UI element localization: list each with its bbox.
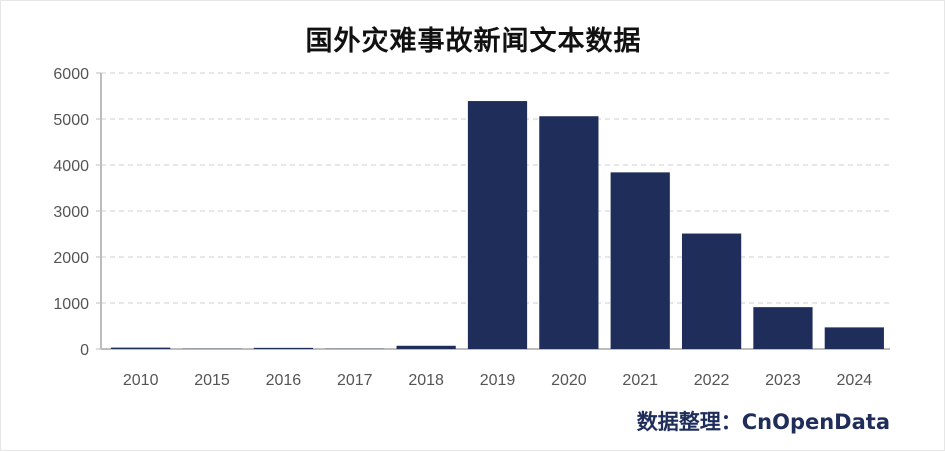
bar — [539, 116, 598, 349]
bar — [753, 307, 812, 349]
source-credit: 数据整理：CnOpenData — [637, 406, 890, 436]
x-tick-label: 2017 — [337, 372, 373, 389]
x-tick-label: 2010 — [123, 372, 159, 389]
x-tick-label: 2015 — [194, 372, 230, 389]
y-tick-label: 0 — [80, 342, 89, 359]
bar — [825, 327, 884, 349]
y-tick-label: 1000 — [53, 296, 89, 313]
x-tick-label: 2019 — [480, 372, 516, 389]
bar — [397, 346, 456, 349]
bar — [254, 348, 313, 349]
x-tick-label: 2018 — [408, 372, 444, 389]
bar — [468, 101, 527, 349]
x-tick-label: 2024 — [837, 372, 873, 389]
y-tick-label: 3000 — [53, 204, 89, 221]
bar — [682, 234, 741, 349]
bar — [111, 348, 170, 349]
bar — [611, 172, 670, 349]
x-tick-label: 2016 — [266, 372, 302, 389]
y-tick-label: 5000 — [53, 112, 89, 129]
y-tick-label: 2000 — [53, 250, 89, 267]
y-tick-label: 4000 — [53, 158, 89, 175]
x-tick-label: 2021 — [622, 372, 658, 389]
x-tick-label: 2022 — [694, 372, 730, 389]
x-tick-label: 2023 — [765, 372, 801, 389]
y-tick-label: 6000 — [53, 66, 89, 83]
x-tick-label: 2020 — [551, 372, 587, 389]
